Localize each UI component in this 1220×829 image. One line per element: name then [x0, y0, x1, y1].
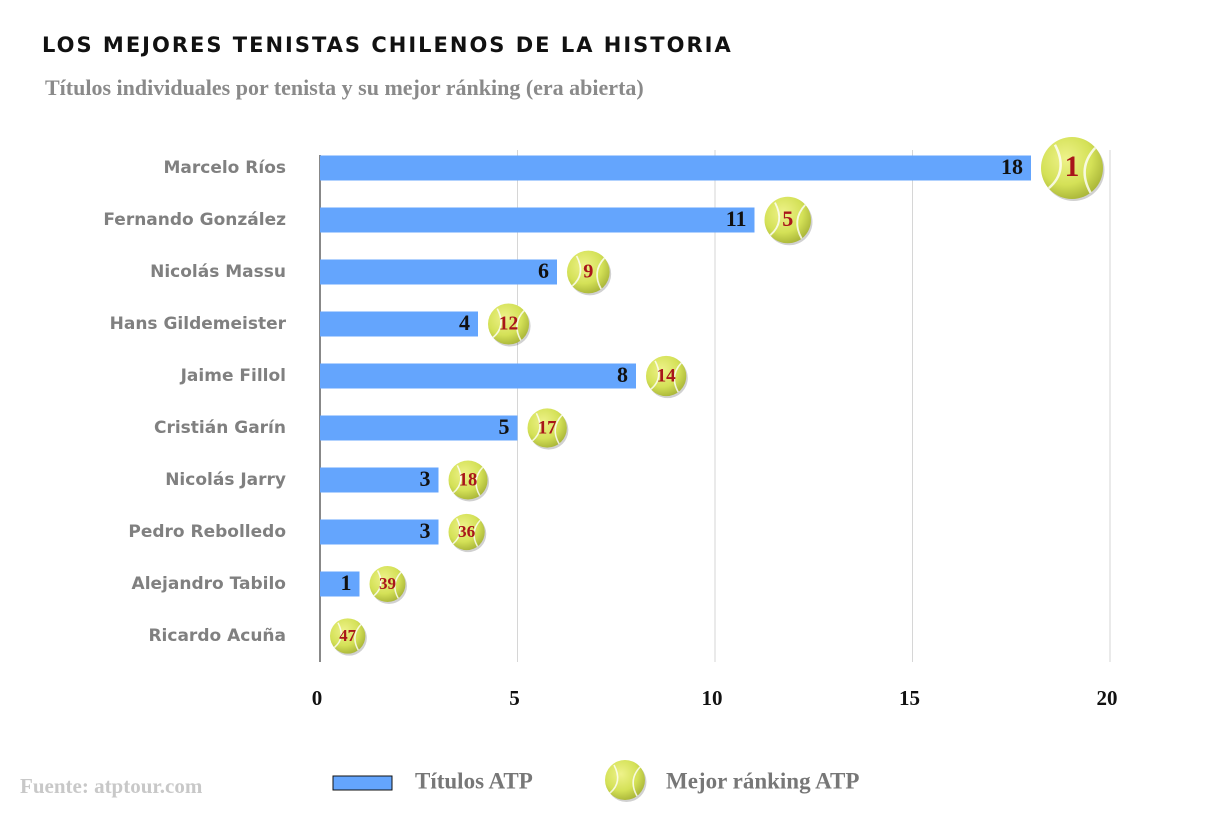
ranking-label: 12: [499, 313, 519, 334]
ball-seam: [596, 257, 605, 290]
value-label: 5: [499, 414, 510, 439]
ranking-label: 36: [458, 522, 476, 541]
tennis-ball: 39: [369, 566, 407, 604]
ball-seam: [1047, 144, 1062, 190]
ranking-label: 1: [1065, 151, 1080, 183]
category-label: Jaime Fillol: [180, 366, 286, 386]
value-label: 3: [420, 466, 431, 491]
legend-label: Mejor ránking ATP: [666, 768, 859, 793]
chart-subtitle: Títulos individuales por tenista y su me…: [45, 75, 644, 100]
ball-seam: [452, 518, 461, 545]
ball-seam: [673, 362, 682, 393]
ball-seam: [571, 255, 582, 287]
bar: [320, 415, 518, 441]
category-label: Nicolás Massu: [150, 262, 286, 282]
category-label: Ricardo Acuña: [148, 626, 286, 646]
value-label: 6: [538, 258, 549, 283]
tennis-ball: 5: [764, 196, 813, 246]
tennis-ball: 1: [1041, 137, 1105, 201]
x-tick-label: 20: [1097, 686, 1118, 710]
ball-seam: [452, 464, 462, 494]
value-label: 4: [459, 310, 470, 335]
category-label: Marcelo Ríos: [163, 158, 286, 178]
ranking-label: 9: [583, 261, 593, 283]
value-label: 11: [726, 206, 747, 231]
ranking-label: 5: [782, 206, 793, 231]
x-tick-label: 15: [899, 686, 920, 710]
ball-seam: [609, 764, 619, 794]
bar: [320, 155, 1031, 181]
value-label: 8: [617, 362, 628, 387]
ball-seam: [473, 519, 481, 547]
ball-seam: [373, 570, 382, 597]
tennis-ball: 12: [488, 303, 531, 347]
chart-title: LOS MEJORES TENISTAS CHILENOS DE LA HIST…: [42, 33, 733, 57]
ranking-label: 17: [538, 417, 557, 438]
category-label: Fernando González: [103, 210, 286, 230]
bar: [320, 259, 557, 285]
ranking-label: 14: [657, 365, 677, 386]
bar: [320, 519, 439, 545]
ball-seam: [492, 308, 502, 338]
ball: [605, 760, 645, 800]
category-label: Pedro Rebolledo: [128, 522, 286, 542]
tennis-ball: [605, 760, 647, 802]
ball-seam: [394, 571, 402, 599]
x-tick-label: 0: [312, 686, 323, 710]
bar: [320, 571, 360, 597]
bar: [320, 363, 636, 389]
source: Fuente: atptour.com: [20, 774, 203, 798]
ball-seam: [354, 624, 362, 651]
ball-seam: [769, 202, 781, 236]
ball-seam: [333, 622, 342, 649]
value-label: 18: [1001, 154, 1023, 179]
ball-seam: [531, 412, 541, 442]
tennis-ball: 18: [448, 460, 490, 502]
bar: [320, 311, 478, 337]
legend-swatch: [332, 775, 393, 791]
category-label: Cristián Garín: [154, 418, 286, 438]
tennis-ball: 47: [330, 618, 367, 656]
ranking-label: 18: [459, 469, 478, 490]
tennis-ball: 14: [646, 355, 688, 399]
category-label: Alejandro Tabilo: [132, 574, 286, 594]
tennis-ball: 36: [448, 513, 487, 553]
ball-seam: [796, 204, 806, 240]
value-label: 3: [420, 518, 431, 543]
ball-seam: [554, 414, 563, 445]
tennis-ball: 17: [527, 408, 569, 450]
ranking-label: 39: [379, 574, 396, 593]
ball-seam: [650, 360, 660, 390]
ball-seam: [516, 310, 525, 341]
ball-seam: [1083, 147, 1097, 194]
value-label: 1: [341, 570, 352, 595]
ball-seam: [632, 766, 641, 797]
ranking-label: 47: [339, 626, 356, 645]
ball-seam: [475, 466, 484, 497]
x-tick-label: 10: [702, 686, 723, 710]
bar: [320, 467, 439, 493]
legend-label: Títulos ATP: [415, 768, 533, 793]
category-label: Nicolás Jarry: [165, 470, 286, 490]
tennis-ball: 9: [567, 250, 612, 296]
category-label: Hans Gildemeister: [110, 314, 287, 334]
x-tick-label: 5: [509, 686, 520, 710]
bar: [320, 207, 755, 233]
